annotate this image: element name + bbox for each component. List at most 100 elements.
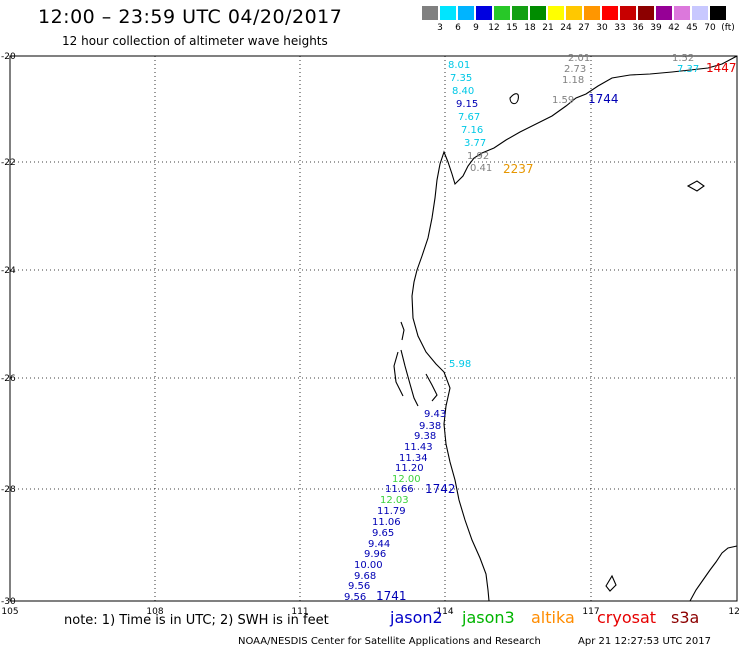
lat-lon-grid bbox=[10, 56, 737, 601]
latitude-tick-label: -26 bbox=[1, 374, 16, 384]
legend-level-label: 18 bbox=[524, 23, 536, 33]
wave-label: 9.56 bbox=[344, 592, 366, 603]
wave-label: 9.43 bbox=[424, 409, 446, 420]
legend-level-label: 6 bbox=[455, 23, 461, 33]
legend-level-label: 12 bbox=[488, 23, 500, 33]
legend-level-label: 24 bbox=[560, 23, 572, 33]
satellite-jason2: jason2 bbox=[390, 608, 443, 627]
longitude-tick-label: 114 bbox=[436, 607, 453, 617]
wave-label: 12.03 bbox=[380, 495, 409, 506]
wave-label: 10.00 bbox=[354, 560, 383, 571]
pass-time-label: 1742 bbox=[425, 482, 456, 496]
wave-label: 8.01 bbox=[448, 60, 470, 71]
map-frame bbox=[9, 55, 738, 602]
legend-level-label: 45 bbox=[686, 23, 698, 33]
legend-swatch bbox=[566, 6, 582, 20]
wave-label: 11.66 bbox=[385, 484, 414, 495]
legend-swatch bbox=[512, 6, 528, 20]
pass-time-label: 1741 bbox=[376, 589, 407, 603]
longitude-tick-label: 120 bbox=[728, 607, 740, 617]
chart-subtitle: 12 hour collection of altimeter wave hei… bbox=[62, 34, 328, 48]
wave-label: 9.68 bbox=[354, 571, 376, 582]
coastline bbox=[393, 55, 738, 602]
wave-label: 9.44 bbox=[368, 539, 390, 550]
legend-level-label: 42 bbox=[668, 23, 680, 33]
legend-swatch bbox=[458, 6, 474, 20]
satellite-altika: altika bbox=[531, 608, 575, 627]
wave-label: 9.38 bbox=[414, 431, 436, 442]
wave-label: 9.65 bbox=[372, 528, 394, 539]
wave-label: 7.67 bbox=[458, 112, 480, 123]
wave-label: 3.77 bbox=[464, 138, 486, 149]
footer-note: note: 1) Time is in UTC; 2) SWH is in fe… bbox=[64, 613, 329, 628]
wave-label: 2.73 bbox=[564, 64, 586, 75]
legend-swatch bbox=[674, 6, 690, 20]
latitude-tick-label: -22 bbox=[1, 158, 16, 168]
legend-level-label: 33 bbox=[614, 23, 626, 33]
legend-swatch bbox=[530, 6, 546, 20]
legend-swatch bbox=[422, 6, 438, 20]
legend-swatch bbox=[692, 6, 708, 20]
wave-label: 12.00 bbox=[392, 474, 421, 485]
wave-label: 0.41 bbox=[470, 163, 492, 174]
longitude-tick-label: 105 bbox=[1, 607, 18, 617]
legend-level-label: 3 bbox=[437, 23, 443, 33]
legend-swatch bbox=[476, 6, 492, 20]
pass-time-label: 1744 bbox=[588, 92, 619, 106]
latitude-tick-label: -30 bbox=[1, 597, 16, 607]
wave-label: 1.52 bbox=[672, 53, 694, 64]
wave-label: 7.16 bbox=[461, 125, 483, 136]
legend-level-label: 36 bbox=[632, 23, 644, 33]
longitude-tick-label: 117 bbox=[582, 607, 599, 617]
generated-timestamp: Apr 21 12:27:53 UTC 2017 bbox=[578, 636, 711, 647]
wave-label: 1.59 bbox=[552, 95, 574, 106]
longitude-tick-label: 108 bbox=[146, 607, 163, 617]
wave-label: 7.37 bbox=[677, 64, 699, 75]
wave-label: 8.40 bbox=[452, 86, 474, 97]
legend-swatch bbox=[440, 6, 456, 20]
satellite-s3a: s3a bbox=[671, 608, 700, 627]
wave-label: 9.56 bbox=[348, 581, 370, 592]
pass-time-labels: 1744 2237 1447 1742 1741 bbox=[376, 61, 737, 603]
latitude-tick-label: -24 bbox=[1, 266, 16, 276]
satellite-jason3: jason3 bbox=[462, 608, 515, 627]
legend-swatch bbox=[656, 6, 672, 20]
legend-swatch bbox=[602, 6, 618, 20]
wave-height-labels: 8.01 7.35 8.40 9.15 7.67 7.16 3.77 1.92 … bbox=[344, 53, 699, 603]
chart-title: 12:00 – 23:59 UTC 04/20/2017 bbox=[38, 6, 343, 28]
wave-label: 11.79 bbox=[377, 506, 406, 517]
wave-label: 5.98 bbox=[449, 359, 471, 370]
legend-level-label: 39 bbox=[650, 23, 662, 33]
credit-line: NOAA/NESDIS Center for Satellite Applica… bbox=[238, 636, 541, 647]
pass-time-label: 1447 bbox=[706, 61, 737, 75]
legend-swatch bbox=[710, 6, 726, 20]
latitude-tick-label: -20 bbox=[1, 52, 16, 62]
pass-time-label: 2237 bbox=[503, 162, 534, 176]
wave-label: 2.01 bbox=[568, 53, 590, 64]
legend-level-label: 9 bbox=[473, 23, 479, 33]
satellite-cryosat: cryosat bbox=[597, 608, 657, 627]
legend-swatch bbox=[548, 6, 564, 20]
legend-swatch bbox=[638, 6, 654, 20]
axis-tick-labels: 105 108 111 114 117 120 -20 -22 -24 -26 -28 -30 bbox=[1, 52, 740, 617]
wave-label: 1.18 bbox=[562, 75, 584, 86]
legend-swatch bbox=[620, 6, 636, 20]
legend-swatch bbox=[494, 6, 510, 20]
wave-label: 9.96 bbox=[364, 549, 386, 560]
legend-level-label: 15 bbox=[506, 23, 518, 33]
wave-label: 9.15 bbox=[456, 99, 478, 110]
legend-level-label: 70 bbox=[704, 23, 716, 33]
latitude-tick-label: -28 bbox=[1, 485, 16, 495]
wave-label: 11.06 bbox=[372, 517, 401, 528]
wave-label: 11.20 bbox=[395, 463, 424, 474]
legend-level-label: 21 bbox=[542, 23, 554, 33]
legend-level-label: (ft) bbox=[721, 23, 735, 33]
wave-label: 7.35 bbox=[450, 73, 472, 84]
wave-label: 11.43 bbox=[404, 442, 433, 453]
legend-level-label: 30 bbox=[596, 23, 608, 33]
legend-level-label: 27 bbox=[578, 23, 590, 33]
wave-label: 1.92 bbox=[467, 151, 489, 162]
wave-label: 11.34 bbox=[399, 453, 428, 464]
longitude-tick-label: 111 bbox=[291, 607, 308, 617]
